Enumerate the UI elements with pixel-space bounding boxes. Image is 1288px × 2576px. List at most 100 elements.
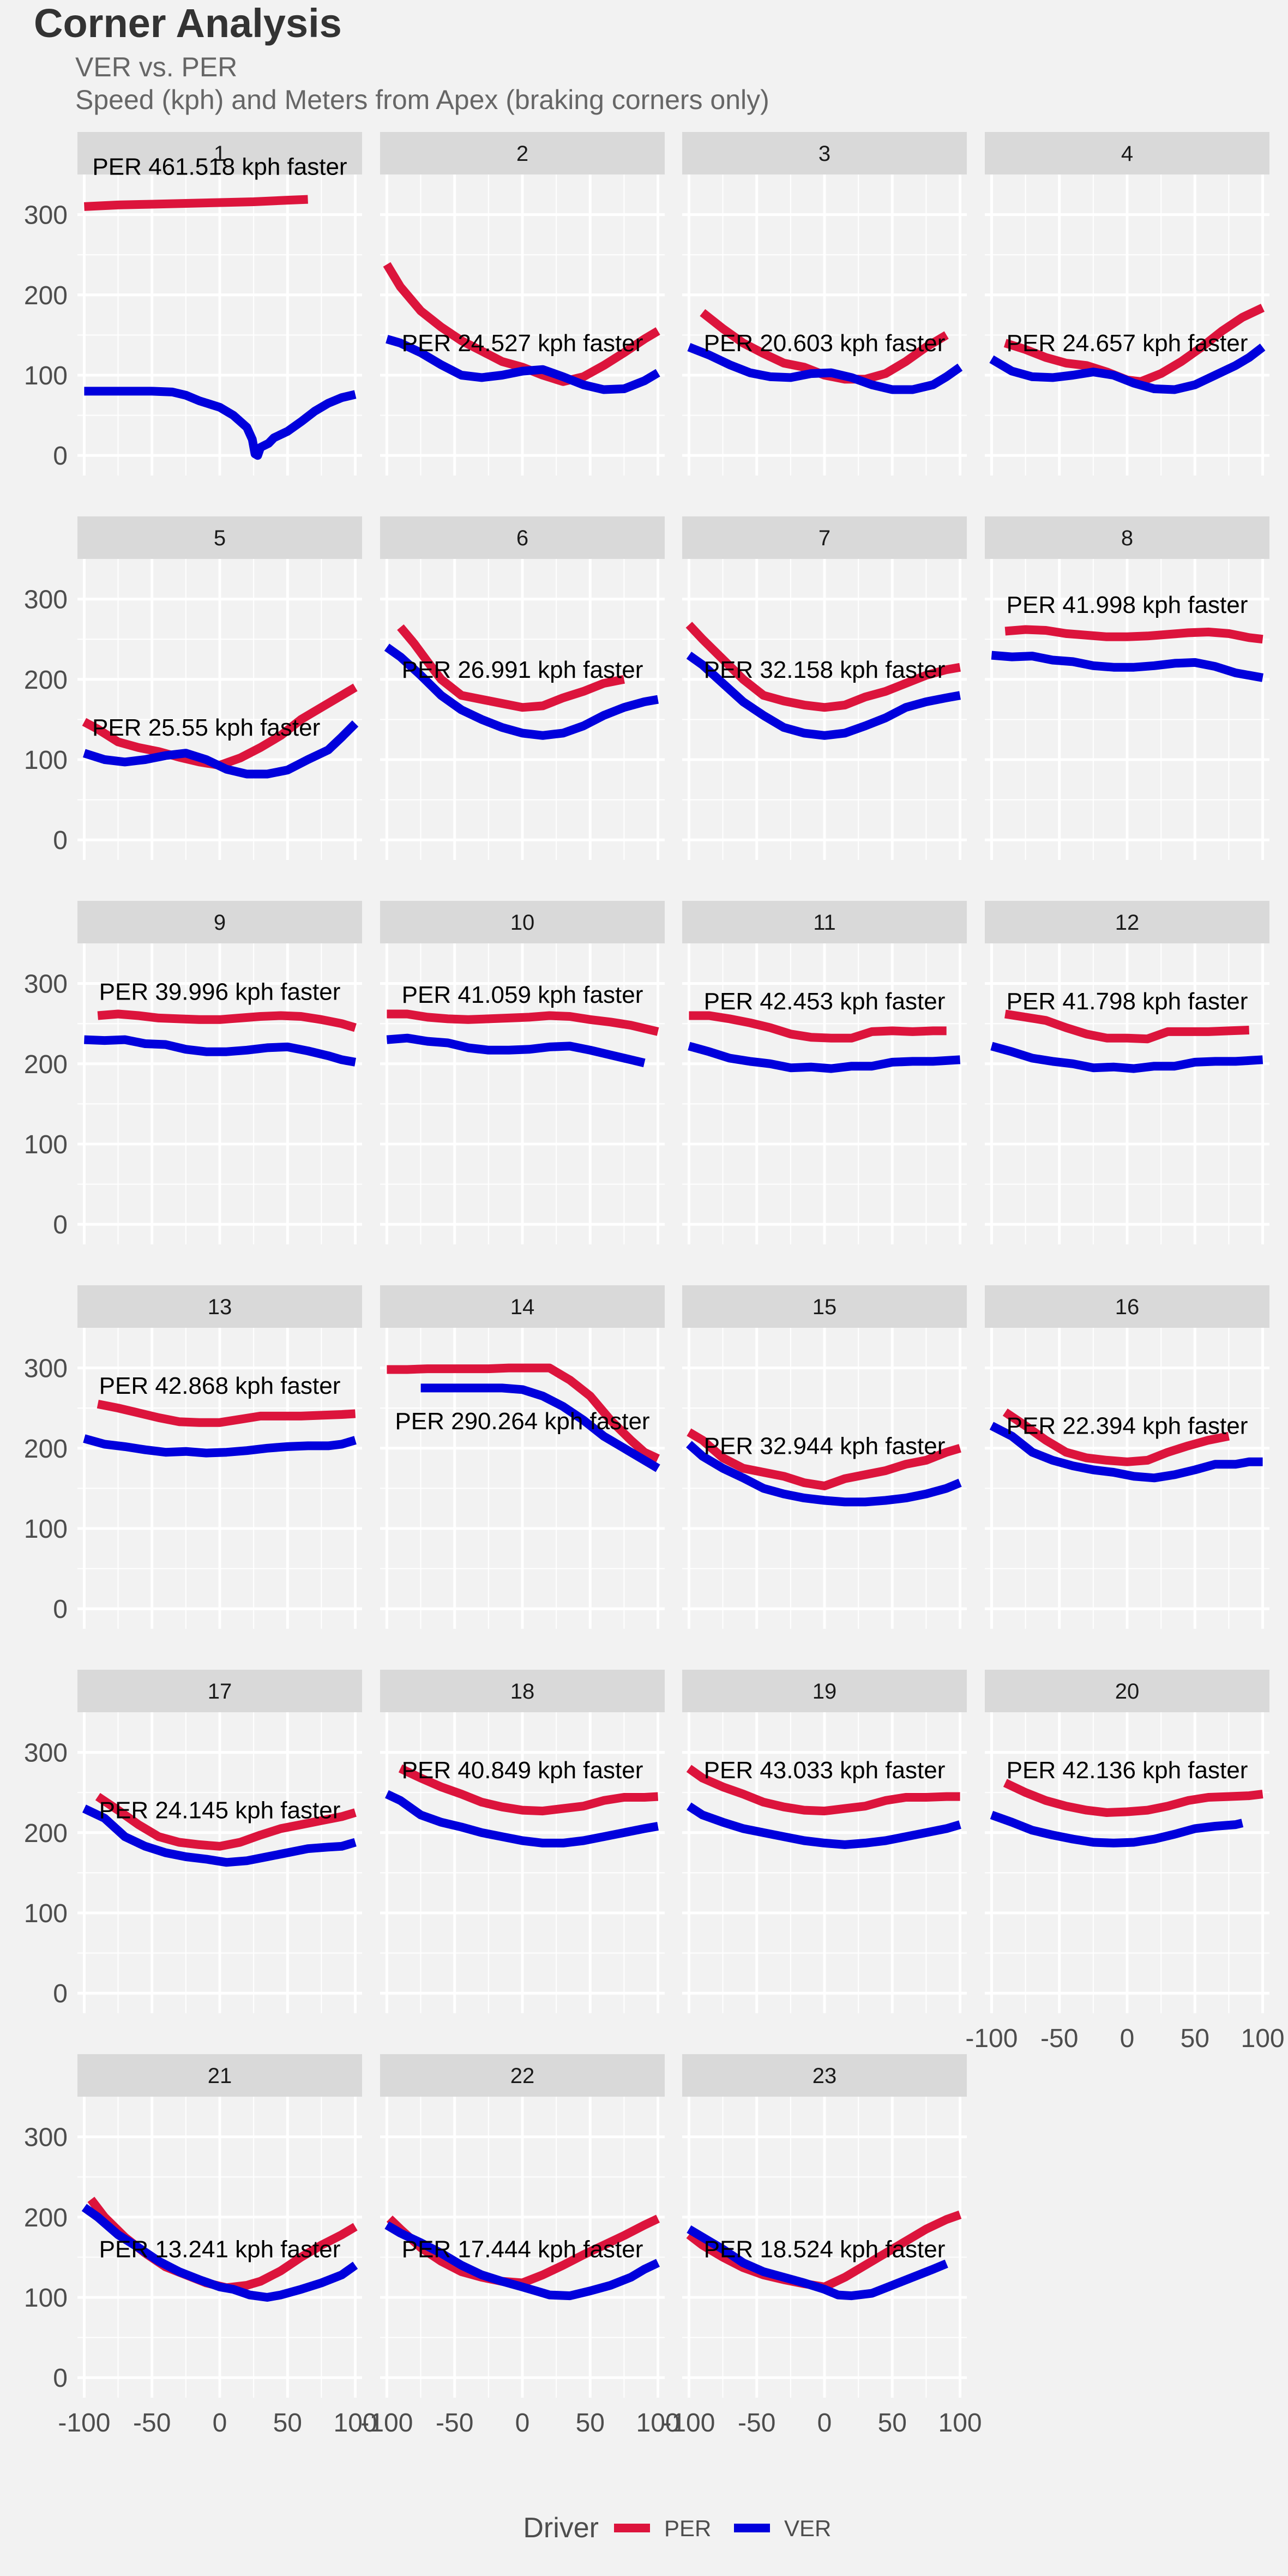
panel-strip	[380, 1670, 665, 1712]
series-line-ver	[384, 1790, 659, 1847]
panel-2: 2 PER 24.527 kph faster	[380, 132, 665, 476]
y-tick-label: 200	[24, 2204, 68, 2232]
x-tick-label: 50	[273, 2409, 302, 2437]
panel-strip	[985, 901, 1269, 943]
y-tick-label: 200	[24, 1050, 68, 1079]
panel-strip-label: 10	[510, 911, 535, 935]
panel-strip-label: 3	[818, 142, 830, 166]
series-line-per	[686, 1765, 960, 1816]
panel-strip	[77, 901, 362, 943]
series-line-ver	[84, 387, 357, 460]
y-tick-label: 0	[53, 1979, 68, 2008]
panel-13: 13 0 100 200 300 PER 42.868 kph faster	[24, 1285, 362, 1629]
panel-strip-label: 6	[516, 526, 528, 550]
annotation-label: PER 290.264 kph faster	[395, 1408, 649, 1435]
x-tick-label: 100	[1241, 2024, 1285, 2053]
panel-8: 8 PER 41.998 kph faster	[985, 516, 1269, 860]
series-line-per	[398, 1764, 659, 1816]
panel-strip	[682, 132, 967, 174]
legend: Driver PER VER	[523, 2507, 831, 2548]
legend-title: Driver	[523, 2512, 599, 2544]
series-line-ver	[84, 1035, 357, 1067]
series-line-ver	[687, 343, 963, 394]
y-tick-label: 0	[53, 1595, 68, 1624]
x-tick-label: 100	[636, 2409, 680, 2437]
panel-5: 5 0 100 200 300 PER 25.55 kph faster	[24, 516, 362, 860]
series-line-ver	[420, 1383, 660, 1472]
panel-strip	[682, 1670, 967, 1712]
panel-strip	[77, 1670, 362, 1712]
panel-strip	[77, 1285, 362, 1328]
series-line-ver	[82, 720, 359, 779]
panel-strip-label: 2	[516, 142, 528, 166]
panel-strip	[985, 1670, 1269, 1712]
series-line-ver	[687, 2225, 948, 2301]
y-tick-label: 200	[24, 1819, 68, 1848]
y-tick-label: 300	[24, 1739, 68, 1768]
annotation-label: PER 26.991 kph faster	[402, 657, 643, 683]
annotation-label: PER 25.55 kph faster	[92, 714, 320, 741]
series-line-per	[689, 1011, 947, 1043]
annotation-label: PER 13.241 kph faster	[99, 2236, 341, 2263]
y-tick-label: 0	[53, 826, 68, 855]
panel-4: 4 PER 24.657 kph faster	[985, 132, 1269, 476]
y-tick-label: 0	[53, 442, 68, 471]
annotation-label: PER 22.394 kph faster	[1007, 1413, 1248, 1440]
panel-strip-label: 11	[813, 911, 836, 935]
annotation-label: PER 43.033 kph faster	[704, 1757, 946, 1784]
series-line-per	[387, 1009, 659, 1036]
legend-label-ver: VER	[784, 2515, 831, 2541]
panel-strip	[380, 1285, 665, 1328]
series-line-per	[1004, 1009, 1250, 1044]
y-tick-label: 0	[53, 2364, 68, 2393]
series-line-per	[1003, 1779, 1263, 1817]
panel-18: 18 PER 40.849 kph faster	[380, 1670, 665, 2013]
panel-strip-label: 12	[1115, 911, 1140, 935]
y-tick-label: 100	[24, 1130, 68, 1159]
panel-strip-label: 14	[510, 1295, 535, 1319]
panel-strip	[77, 2054, 362, 2097]
series-line-per	[687, 1428, 961, 1490]
x-tick-label: -50	[436, 2409, 473, 2437]
y-tick-label: 200	[24, 281, 68, 310]
series-line-per	[685, 622, 961, 712]
annotation-label: PER 32.158 kph faster	[704, 657, 946, 683]
panel-strip-label: 17	[208, 1680, 232, 1704]
x-tick-label: 100	[938, 2409, 982, 2437]
panel-7: 7 PER 32.158 kph faster	[682, 516, 967, 860]
x-tick-label: -50	[738, 2409, 775, 2437]
annotation-label: PER 18.524 kph faster	[704, 2236, 946, 2263]
annotation-label: PER 41.798 kph faster	[1007, 988, 1248, 1015]
annotation-label: PER 39.996 kph faster	[99, 978, 341, 1005]
series-line-ver	[688, 1042, 961, 1073]
panel-strip	[985, 516, 1269, 559]
x-tick-label: 0	[817, 2409, 832, 2437]
series-line-ver	[990, 1042, 1263, 1073]
x-tick-label: -50	[133, 2409, 171, 2437]
series-line-ver	[82, 1804, 357, 1867]
series-line-ver	[83, 1434, 357, 1458]
panel-strip	[985, 132, 1269, 174]
series-line-per	[97, 1009, 357, 1032]
x-tick-label: -100	[965, 2024, 1018, 2053]
panel-strip	[682, 1285, 967, 1328]
x-tick-label: -100	[58, 2409, 110, 2437]
y-tick-label: 300	[24, 586, 68, 615]
chart-subtitle-line1: VER vs. PER	[75, 52, 237, 82]
panel-strip-label: 1	[214, 142, 226, 166]
series-line-ver	[386, 1033, 646, 1068]
series-line-ver	[989, 344, 1266, 394]
annotation-label: PER 17.444 kph faster	[402, 2236, 643, 2263]
series-line-per	[1004, 625, 1263, 644]
y-tick-label: 300	[24, 2123, 68, 2152]
panel-strip	[380, 516, 665, 559]
series-line-ver	[686, 652, 961, 740]
series-line-per	[84, 195, 308, 211]
panel-16: 16 PER 22.394 kph faster	[985, 1285, 1269, 1629]
annotation-label: PER 41.998 kph faster	[1007, 592, 1248, 618]
x-tick-label: 100	[334, 2409, 377, 2437]
y-tick-label: 100	[24, 746, 68, 775]
annotation-label: PER 32.944 kph faster	[704, 1433, 946, 1459]
series-line-ver	[687, 1802, 961, 1849]
